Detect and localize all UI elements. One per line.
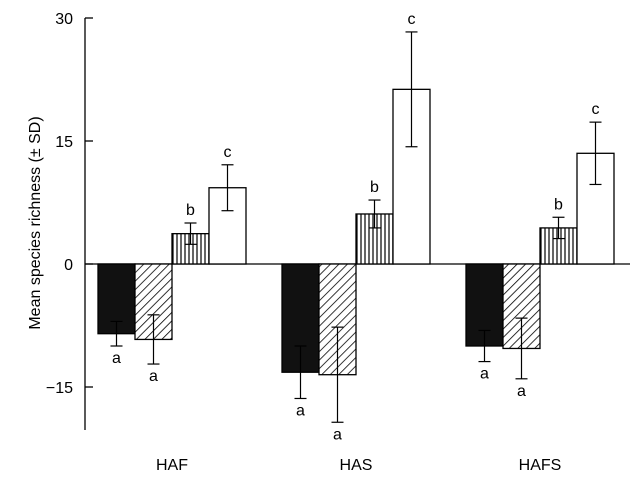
y-tick-label-2: 0	[64, 257, 73, 274]
significance-letter-HAFS-s4: c	[592, 101, 600, 118]
category-label-HAS: HAS	[340, 457, 373, 474]
y-axis-label-group: Mean species richness (± SD)	[27, 116, 44, 329]
y-tick-label-1: 15	[55, 134, 73, 151]
significance-letter-HAFS-s2: a	[517, 383, 526, 400]
y-axis-label: Mean species richness (± SD)	[27, 116, 44, 329]
significance-letter-HAF-s2: a	[149, 368, 158, 385]
bars	[97, 88, 615, 376]
significance-letter-HAFS-s3: b	[554, 196, 563, 213]
significance-letter-HAS-s1: a	[296, 402, 305, 419]
significance-letter-HAFS-s1: a	[480, 366, 489, 383]
significance-letter-HAF-s4: c	[224, 144, 232, 161]
labels: a a b c HAF a a b c HAS a a b c HAFS	[112, 11, 599, 474]
error-bars	[110, 31, 602, 423]
significance-letter-HAS-s2: a	[333, 426, 342, 443]
significance-letter-HAF-s1: a	[112, 350, 121, 367]
category-label-HAFS: HAFS	[519, 457, 562, 474]
category-label-HAF: HAF	[156, 457, 188, 474]
significance-letter-HAS-s4: c	[408, 11, 416, 28]
y-tick-label-0: 30	[55, 11, 73, 28]
significance-letter-HAF-s3: b	[186, 202, 195, 219]
significance-letter-HAS-s3: b	[370, 179, 379, 196]
y-tick-label-3: −15	[46, 380, 73, 397]
